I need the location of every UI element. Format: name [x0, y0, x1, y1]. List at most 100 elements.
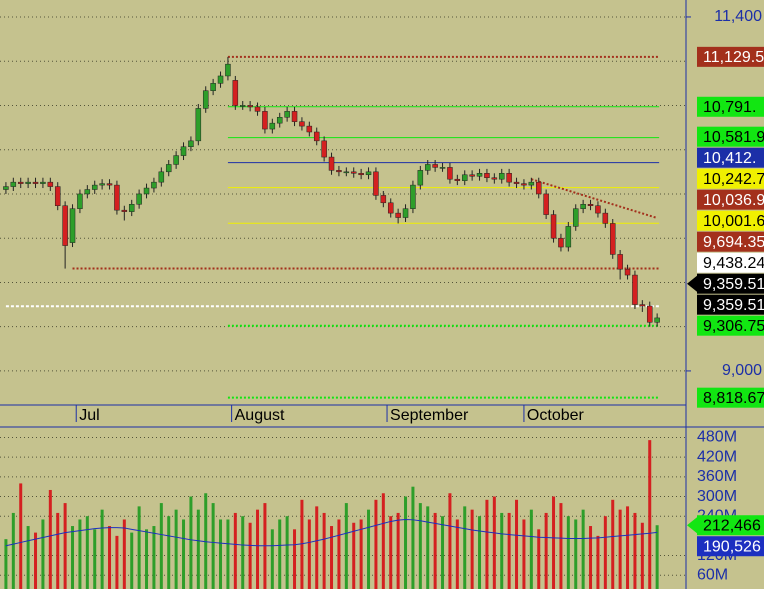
price-label-box [697, 536, 764, 557]
candle-body [395, 212, 401, 218]
candle-body [410, 184, 416, 209]
candle-body [498, 173, 505, 180]
candle-body [62, 205, 68, 246]
volume-bar [182, 519, 186, 589]
candle-body [47, 181, 54, 187]
candle-body [328, 156, 335, 171]
candle-body [40, 181, 46, 184]
price-label-box [697, 189, 764, 210]
candle-body [151, 181, 157, 189]
volume-bar [655, 525, 659, 589]
volume-bar [448, 493, 452, 589]
candle-body [521, 183, 527, 186]
candle-body [99, 183, 105, 186]
y-tick-label: 11,400 [714, 8, 762, 25]
candle-body [484, 173, 490, 178]
volume-bar [108, 526, 112, 589]
candle-body [447, 167, 453, 180]
volume-bar [618, 509, 622, 589]
candle-body [217, 75, 224, 84]
candle-body [350, 171, 357, 174]
volume-bar [56, 512, 60, 589]
candle-body [225, 63, 231, 77]
candle-body [91, 184, 98, 190]
price-label: 9,359.51 [703, 276, 764, 293]
y-tick-label: 9,000 [722, 362, 762, 379]
candle-body [373, 171, 379, 196]
volume-bar [633, 512, 637, 589]
volume-bar [137, 506, 141, 589]
trendline [531, 178, 658, 219]
candle-body [632, 274, 638, 305]
volume-bar [48, 489, 52, 589]
volume-bar [159, 503, 163, 589]
price-label: 9,438.24 [703, 255, 764, 272]
volume-bar [389, 516, 393, 589]
volume-bar [241, 516, 245, 589]
volume-bar [381, 493, 385, 589]
volume-bar [640, 522, 644, 589]
volume-bar [374, 499, 378, 589]
price-label-box [697, 231, 764, 252]
candle-body [3, 186, 9, 190]
volume-bar [352, 522, 356, 589]
candle-body [595, 205, 601, 214]
volume-bar [211, 503, 215, 589]
candle-body [491, 177, 498, 180]
price-label: 10,242.7 [703, 171, 764, 188]
price-label: 212,466 [703, 517, 761, 534]
candle-body [291, 111, 298, 122]
candle-body [380, 195, 387, 204]
candle-body [10, 181, 17, 187]
price-pointer [687, 275, 697, 292]
volume-bar [315, 506, 319, 589]
candle-body [276, 117, 283, 124]
volume-bar [359, 519, 363, 589]
volume-bar [167, 516, 171, 589]
volume-bar [344, 503, 348, 589]
volume-bar [41, 519, 45, 589]
price-label-box [697, 294, 764, 315]
volume-tick-label: 300M [697, 488, 737, 505]
candle-body [617, 254, 623, 270]
candle-body [128, 204, 135, 212]
candle-body [558, 237, 564, 248]
candle-body [114, 184, 120, 211]
volume-bar [248, 522, 252, 589]
volume-bar [500, 512, 504, 589]
volume-bar [11, 512, 15, 589]
volume-bar [19, 483, 23, 589]
volume-bar [330, 526, 334, 589]
candle-body [609, 223, 616, 255]
candle-body [158, 171, 165, 183]
volume-bar [626, 506, 630, 589]
candle-body [336, 170, 342, 173]
candle-body [550, 214, 557, 239]
candle-body [254, 106, 261, 112]
volume-bar [78, 519, 82, 589]
volume-bar [574, 519, 578, 589]
price-label-box [697, 515, 764, 536]
price-label-box [697, 252, 764, 273]
x-tick-label: September [390, 407, 469, 424]
volume-bar [411, 486, 415, 589]
volume-bar [337, 519, 341, 589]
volume-bar [426, 506, 430, 589]
volume-bar [648, 440, 652, 589]
volume-bar [418, 503, 422, 589]
candle-body [513, 181, 520, 184]
candle-body [284, 111, 290, 118]
volume-bar [219, 519, 223, 589]
price-label: 10,412. [703, 150, 756, 167]
candle-body [143, 187, 150, 195]
volume-bar [196, 509, 200, 589]
price-label: 10,001.6 [703, 213, 764, 230]
candle-body [580, 204, 586, 209]
candle-body [17, 181, 24, 184]
candle-body [180, 146, 187, 156]
candle-body [454, 178, 461, 181]
volume-bar [174, 509, 178, 589]
volume-bar [522, 519, 526, 589]
candle-body [365, 171, 372, 176]
volume-bar [537, 529, 541, 589]
